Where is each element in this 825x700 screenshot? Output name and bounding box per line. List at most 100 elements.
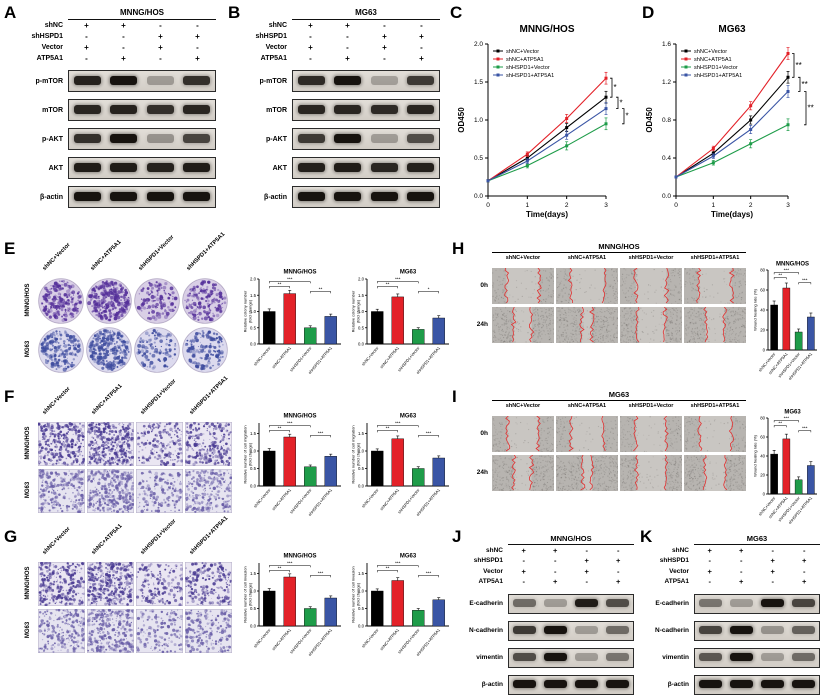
protein-row: mTOR bbox=[240, 96, 440, 125]
panel-h-label: H bbox=[452, 239, 465, 258]
panel-j-western-emt-mnnghos: J MNNG/HOS shNC + + - - shHSPD1- - + + Vector + - + - A… bbox=[452, 528, 638, 698]
bar bbox=[324, 456, 337, 487]
legend-label: shNC+Vector bbox=[506, 49, 539, 55]
plus-minus-sign: + bbox=[308, 42, 313, 52]
colony-image bbox=[134, 327, 180, 373]
bar bbox=[371, 450, 384, 487]
series-line bbox=[487, 77, 607, 182]
row-label: MNNG/HOS bbox=[25, 283, 31, 317]
protein-name: vimentin bbox=[662, 654, 689, 662]
sig-label: ** bbox=[386, 566, 390, 572]
sig-label: *** bbox=[784, 268, 790, 274]
protein-band bbox=[544, 679, 567, 689]
bar-chart: MNNG/HOS 0.0 0.5 1.0 1.5 Relative number of c… bbox=[242, 550, 344, 662]
protein-band bbox=[730, 652, 753, 662]
wound-image bbox=[684, 268, 746, 304]
y-tick-label: 1.5 bbox=[358, 293, 365, 298]
protein-band bbox=[792, 652, 815, 662]
protein-band bbox=[73, 192, 101, 202]
series-line bbox=[675, 91, 789, 178]
migration-image bbox=[38, 469, 85, 513]
western-blot: MNNG/HOS shNC + + - - shHSPD1- - + + Vector + - + - ATP… bbox=[16, 8, 216, 212]
plus-minus-sign: + bbox=[770, 566, 775, 576]
bar bbox=[412, 468, 425, 487]
protein-band bbox=[73, 105, 101, 115]
y-tick-label: 1.0 bbox=[250, 589, 257, 594]
protein-name: β-actin bbox=[264, 193, 287, 201]
x-tick-label: 1 bbox=[712, 202, 716, 209]
column-header: shNC+Vector bbox=[41, 242, 72, 272]
sig-line bbox=[418, 575, 439, 578]
legend-marker bbox=[684, 73, 688, 77]
row-label: MG63 bbox=[25, 621, 31, 639]
panel-a-western-mnnghos: A MNNG/HOS shNC + + - - shHSPD1- - + + Vector + - + - A… bbox=[4, 4, 224, 236]
chart-title: MNNG/HOS bbox=[520, 24, 575, 35]
sig-label: ** bbox=[802, 80, 808, 89]
y-tick-label: 0.5 bbox=[358, 606, 365, 611]
panel-c-growth-curve-mnnghos: C MNNG/HOS 0 1 2 3 0.0 0.5 1.0 1.5 2.0 Time(days) O… bbox=[450, 4, 642, 236]
sig-line bbox=[269, 430, 290, 433]
y-tick-label: 0.5 bbox=[358, 325, 365, 330]
invasion-image bbox=[185, 562, 232, 606]
protein-band bbox=[183, 163, 211, 173]
growth-curve-chart: MNNG/HOS 0 1 2 3 0.0 0.5 1.0 1.5 2.0 Time(days) OD4… bbox=[457, 24, 629, 219]
plus-minus-sign: - bbox=[122, 31, 125, 41]
plus-minus-sign: + bbox=[553, 545, 558, 555]
sig-label: ** bbox=[778, 273, 782, 279]
protein-band bbox=[575, 598, 598, 608]
sig-label: * bbox=[620, 98, 623, 107]
data-point bbox=[486, 179, 490, 183]
column-header: shNC+ATP5A1 bbox=[567, 403, 607, 409]
plus-minus-sign: + bbox=[195, 53, 200, 63]
sig-label: ** bbox=[278, 426, 282, 432]
blot-strip bbox=[694, 674, 820, 695]
y-tick-label: 60 bbox=[760, 435, 765, 440]
data-point bbox=[711, 154, 715, 158]
plus-minus-sign: - bbox=[196, 20, 199, 30]
sig-line bbox=[773, 420, 799, 423]
condition-row: shNC + + - - bbox=[16, 20, 216, 31]
protein-name: AKT bbox=[48, 164, 63, 172]
protein-band bbox=[761, 598, 784, 608]
condition-name: Vector bbox=[41, 43, 63, 51]
plus-minus-sign: - bbox=[771, 545, 775, 555]
condition-name: shNC bbox=[672, 546, 689, 554]
sig-label: ** bbox=[386, 426, 390, 432]
bar bbox=[432, 317, 445, 345]
protein-band bbox=[146, 105, 174, 115]
plus-minus-sign: - bbox=[196, 42, 199, 52]
plus-minus-sign: + bbox=[616, 556, 621, 566]
protein-band bbox=[110, 192, 138, 202]
y-tick-label: 1.2 bbox=[662, 79, 671, 86]
panel-f-migration: F shNC+Vector shNC+ATP5A1 shHSPD1+Vector sh… bbox=[4, 375, 452, 524]
colony-image bbox=[134, 278, 180, 324]
time-label: 24h bbox=[476, 469, 488, 476]
column-header: shNC+Vector bbox=[505, 403, 541, 409]
data-point bbox=[604, 76, 608, 80]
bar-chart-title: MG63 bbox=[400, 554, 417, 560]
protein-name: p-AKT bbox=[42, 135, 63, 143]
y-tick-label: 1.5 bbox=[358, 571, 365, 576]
protein-name: N-cadherin bbox=[655, 627, 689, 635]
bar bbox=[304, 466, 317, 487]
legend-marker bbox=[496, 65, 500, 69]
series-line bbox=[675, 76, 789, 178]
protein-name: β-actin bbox=[667, 681, 689, 689]
data-point bbox=[525, 156, 529, 160]
legend-label: shHSPD1+Vector bbox=[506, 65, 550, 71]
condition-row: shNC + + - - bbox=[240, 20, 440, 31]
condition-signs: + - + - bbox=[68, 43, 216, 52]
y-tick-label: 0.0 bbox=[474, 193, 483, 200]
protein-band bbox=[110, 163, 138, 173]
sig-label: * bbox=[626, 112, 629, 121]
y-tick-label: 0.0 bbox=[358, 342, 365, 347]
bar bbox=[263, 311, 276, 345]
y-tick-label: 0 bbox=[763, 348, 766, 353]
condition-signs: - - + + bbox=[694, 556, 820, 565]
plus-minus-sign: - bbox=[554, 556, 557, 566]
legend-label: shNC+ATP5A1 bbox=[506, 57, 544, 63]
bar-chart-title: MG63 bbox=[400, 414, 417, 420]
y-tick-label: 1.5 bbox=[250, 571, 257, 576]
protein-band bbox=[513, 652, 536, 662]
